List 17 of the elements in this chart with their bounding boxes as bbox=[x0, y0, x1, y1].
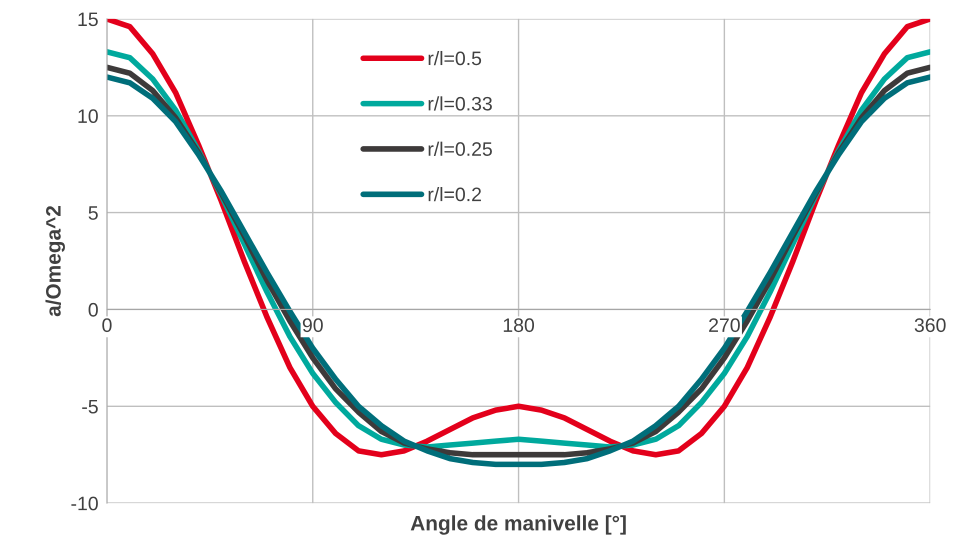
x-tick-label: 90 bbox=[302, 318, 323, 332]
x-tick-label: 180 bbox=[504, 318, 534, 332]
y-tick-label: 0 bbox=[88, 302, 98, 317]
x-tick-label: 0 bbox=[102, 318, 112, 332]
y-tick-label: 5 bbox=[88, 206, 98, 220]
legend-label: r/l=0.2 bbox=[428, 187, 481, 202]
y-tick-label: 10 bbox=[78, 109, 98, 124]
legend-label: r/l=0.5 bbox=[428, 50, 482, 66]
y-axis-title: a/Omega^2 bbox=[45, 206, 65, 316]
y-tick-label: -10 bbox=[71, 496, 98, 510]
x-tick-label: 360 bbox=[914, 318, 946, 332]
y-tick-label: 15 bbox=[78, 12, 98, 26]
legend-label: r/l=0.33 bbox=[428, 96, 492, 111]
x-axis-title: Angle de manivelle [°] bbox=[410, 515, 626, 535]
legend-label: r/l=0.25 bbox=[428, 142, 492, 156]
y-tick-label: -5 bbox=[82, 400, 98, 414]
x-tick-label: 270 bbox=[709, 318, 740, 332]
